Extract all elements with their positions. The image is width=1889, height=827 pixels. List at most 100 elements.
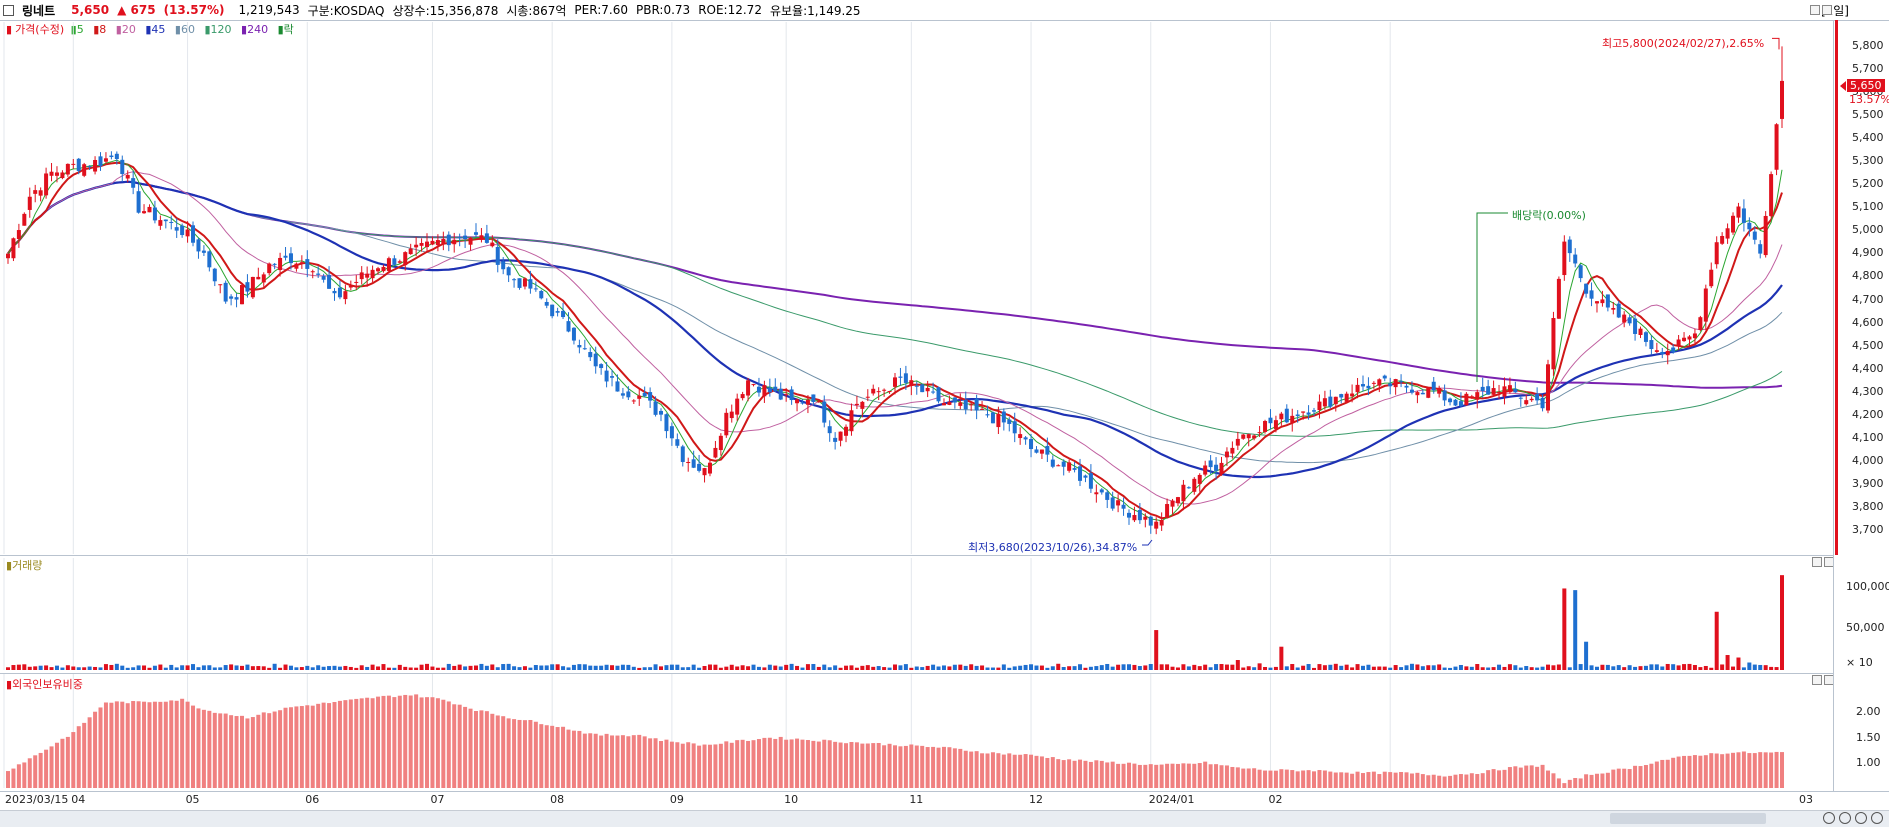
foreign-bar: [593, 733, 598, 788]
volume-bar: [577, 664, 582, 670]
legend-ma240[interactable]: ▮240: [241, 23, 269, 36]
foreign-bar: [1420, 774, 1425, 788]
minimize-icon[interactable]: [1812, 675, 1822, 685]
foreign-bar: [669, 741, 674, 788]
candle-body: [218, 284, 223, 286]
candle-body: [522, 278, 527, 287]
foreign-bar: [854, 742, 859, 788]
volume-bar: [659, 666, 664, 670]
volume-bar: [38, 665, 43, 670]
candle-body: [773, 386, 778, 392]
candle-body: [370, 269, 375, 279]
listed-shares: 상장수:15,356,878: [392, 3, 499, 18]
price-y-tick: 5,300: [1852, 154, 1884, 168]
zoom-controls[interactable]: [1823, 812, 1883, 824]
foreign-bar: [1780, 752, 1784, 788]
foreign-legend[interactable]: ▮외국인보유비중: [6, 678, 83, 691]
volume-bar: [1731, 666, 1736, 670]
foreign-bar: [620, 735, 625, 788]
foreign-bar: [1143, 764, 1148, 788]
candle-body: [1295, 414, 1300, 417]
foreign-bar: [316, 703, 321, 788]
foreign-bar: [849, 742, 854, 788]
foreign-bar: [980, 753, 985, 788]
candle-body: [1589, 290, 1594, 299]
close-icon[interactable]: [1822, 5, 1832, 15]
volume-bar: [1518, 667, 1523, 670]
foreign-bar: [381, 695, 386, 788]
candle-body: [1088, 473, 1093, 489]
candle-body: [1415, 392, 1420, 396]
volume-bar: [887, 667, 892, 670]
candle-body: [1083, 475, 1088, 478]
volume-legend[interactable]: ▮거래량: [6, 559, 43, 572]
candle-body: [1197, 474, 1202, 484]
foreign-bar: [1638, 766, 1643, 788]
minimize-icon[interactable]: [1810, 5, 1820, 15]
volume-bar: [484, 665, 489, 670]
price-y-tick: 4,800: [1852, 269, 1884, 283]
foreign-bar: [1165, 763, 1170, 788]
volume-bar: [1616, 665, 1621, 670]
candle-body: [1132, 515, 1137, 521]
zoom-reset-icon[interactable]: [1855, 812, 1867, 824]
legend-ma8[interactable]: ▮8: [93, 23, 107, 36]
foreign-panel-buttons[interactable]: [1812, 675, 1834, 685]
candle-body: [1094, 492, 1099, 495]
candle-body: [82, 164, 87, 176]
zoom-in-icon[interactable]: [1823, 812, 1835, 824]
price-panel-buttons[interactable]: [1810, 5, 1832, 15]
foreign-bar: [816, 741, 821, 788]
scrollbar-thumb[interactable]: [1610, 813, 1766, 824]
chart-scrollbar[interactable]: [0, 810, 1889, 827]
candle-body: [697, 463, 702, 471]
stock-name[interactable]: 링네트: [22, 3, 56, 18]
candle-body: [1148, 516, 1153, 526]
volume-bar: [1676, 665, 1681, 670]
foreign-bar: [207, 710, 212, 788]
legend-ex[interactable]: ▮락: [277, 23, 294, 36]
foreign-bar: [1279, 769, 1284, 788]
candle-body: [174, 227, 179, 231]
foreign-bar: [958, 748, 963, 788]
candle-body: [1703, 288, 1708, 322]
candle-body: [767, 387, 772, 393]
volume-bar: [299, 667, 304, 670]
candle-body: [60, 172, 65, 179]
candle-body: [854, 403, 859, 406]
volume-bar: [1301, 665, 1306, 670]
volume-bar: [778, 666, 783, 670]
foreign-bar: [1600, 773, 1605, 788]
current-price-arrow: [1840, 81, 1846, 91]
candle-body: [980, 408, 985, 410]
volume-y-tick: 50,000: [1846, 621, 1885, 635]
candle-body: [136, 191, 141, 213]
foreign-bar: [1018, 754, 1023, 788]
candle-body: [974, 398, 979, 411]
candle-body: [1671, 347, 1676, 353]
legend-ma45[interactable]: ▮45: [145, 23, 166, 36]
foreign-bar: [354, 698, 359, 788]
candle-body: [620, 393, 625, 396]
legend-ma120[interactable]: ▮120: [204, 23, 232, 36]
legend-price[interactable]: 가격(수정): [15, 23, 65, 36]
foreign-bar: [245, 718, 250, 788]
zoom-out-icon[interactable]: [1839, 812, 1851, 824]
volume-bar: [1148, 664, 1153, 670]
checkbox-icon[interactable]: [3, 4, 14, 16]
minimize-icon[interactable]: [1812, 557, 1822, 567]
candle-body: [550, 304, 555, 317]
candle-body: [299, 262, 304, 264]
candle-body: [517, 278, 522, 288]
zoom-fit-icon[interactable]: [1871, 812, 1883, 824]
volume-bar: [1502, 666, 1507, 670]
foreign-bar: [1263, 770, 1268, 788]
candle-body: [65, 163, 70, 175]
foreign-bar: [98, 707, 103, 788]
candle-body: [1192, 478, 1197, 492]
foreign-bar: [484, 711, 489, 788]
low-pointer: [1142, 539, 1153, 546]
foreign-bar: [718, 743, 723, 788]
candle-body: [1301, 411, 1306, 413]
legend-ma20[interactable]: ▮20: [115, 23, 136, 36]
